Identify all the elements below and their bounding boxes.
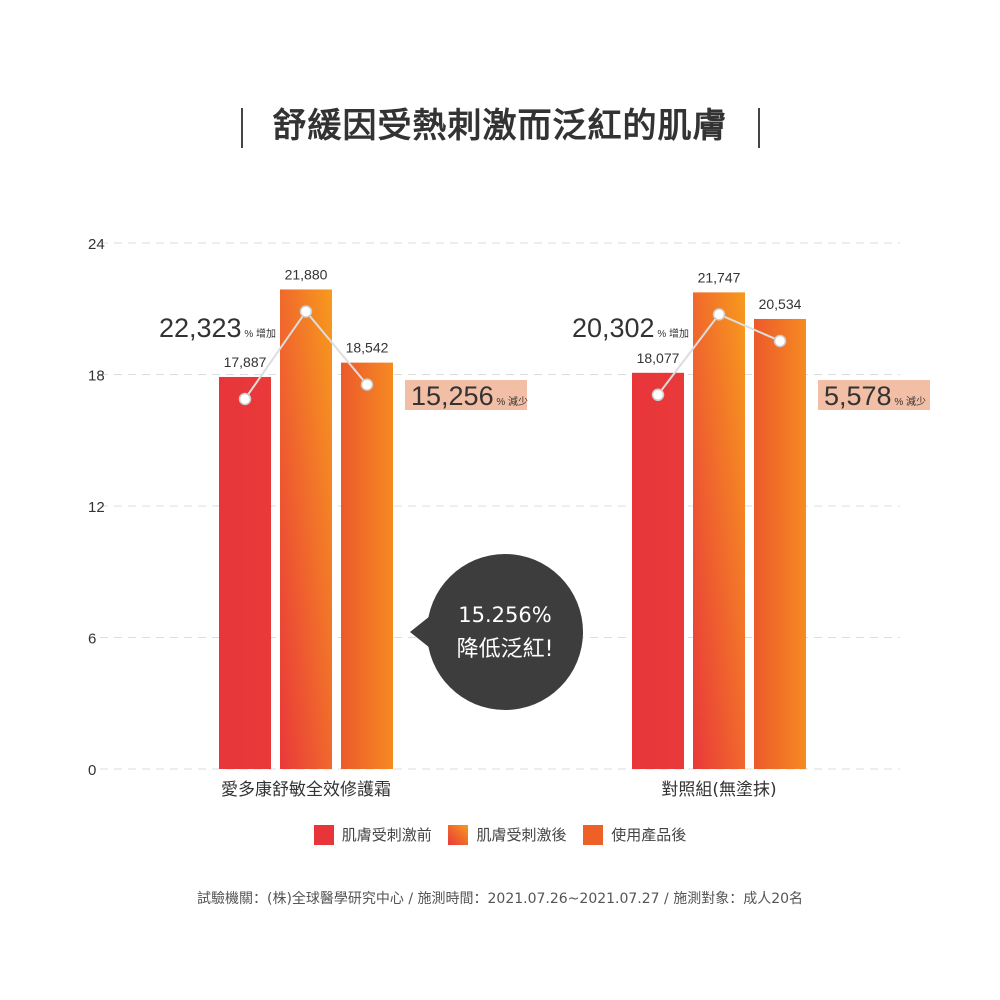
legend-item: 肌膚受刺激後 bbox=[448, 824, 567, 845]
x-category-label: 愛多康舒敏全效修護霜 bbox=[221, 780, 391, 800]
increase-annotation: 22,323 % 增加 bbox=[159, 313, 276, 343]
legend-swatch bbox=[583, 824, 604, 845]
title-divider-left bbox=[240, 107, 243, 148]
legend-swatch bbox=[313, 824, 334, 845]
callout-text: 降低泛紅! bbox=[457, 637, 554, 662]
title-text: 舒緩因受熱刺激而泛紅的肌膚 bbox=[272, 106, 728, 146]
bar bbox=[280, 289, 332, 769]
footer-note: 試驗機關：(株)全球醫學研究中心 / 施測時間：2021.07.26~2021.… bbox=[196, 891, 804, 907]
bar-value-label: 17,887 bbox=[224, 354, 267, 370]
increase-annotation: 20,302 % 增加 bbox=[572, 313, 689, 343]
bar-value-label: 18,542 bbox=[346, 340, 389, 356]
trend-point bbox=[773, 334, 787, 348]
decrease-annotation-bg bbox=[818, 380, 930, 410]
y-tick-label: 12 bbox=[88, 499, 105, 516]
bar-value-label: 21,880 bbox=[285, 266, 328, 282]
legend-item: 肌膚受刺激前 bbox=[313, 824, 432, 845]
trend-point bbox=[712, 308, 726, 321]
bar bbox=[693, 292, 745, 769]
legend-label: 肌膚受刺激前 bbox=[341, 826, 432, 844]
legend-item: 使用產品後 bbox=[583, 824, 686, 845]
y-tick-label: 18 bbox=[88, 368, 105, 385]
y-tick-label: 0 bbox=[88, 762, 96, 779]
trend-point bbox=[238, 392, 252, 406]
bar-value-label: 21,747 bbox=[698, 269, 741, 285]
trend-point bbox=[651, 388, 665, 402]
chart-title: 舒緩因受熱刺激而泛紅的肌膚 bbox=[0, 98, 1000, 148]
bar bbox=[341, 362, 393, 769]
decrease-annotation-bg bbox=[405, 380, 527, 410]
y-tick-label: 6 bbox=[88, 631, 96, 648]
decrease-annotation: 15,256 % 減少 bbox=[411, 381, 528, 411]
bar bbox=[754, 318, 806, 769]
trend-point bbox=[360, 378, 374, 391]
callout-bubble bbox=[427, 554, 583, 710]
x-category-label: 對照組(無塗抹) bbox=[661, 779, 776, 800]
legend: 肌膚受刺激前 肌膚受刺激後 使用產品後 bbox=[0, 824, 1000, 849]
legend-label: 使用產品後 bbox=[611, 826, 687, 844]
bar-value-label: 18,077 bbox=[637, 350, 680, 366]
bar bbox=[219, 376, 271, 769]
title-divider-right bbox=[757, 107, 760, 148]
decrease-annotation: 5,578 % 減少 bbox=[824, 381, 926, 411]
y-tick-label: 24 bbox=[88, 236, 105, 253]
bar-value-label: 20,534 bbox=[759, 296, 802, 312]
legend-label: 肌膚受刺激後 bbox=[476, 826, 567, 844]
bar bbox=[632, 372, 684, 769]
trend-point bbox=[299, 305, 313, 318]
legend-swatch bbox=[448, 824, 469, 845]
callout-value: 15.256% bbox=[458, 603, 551, 627]
